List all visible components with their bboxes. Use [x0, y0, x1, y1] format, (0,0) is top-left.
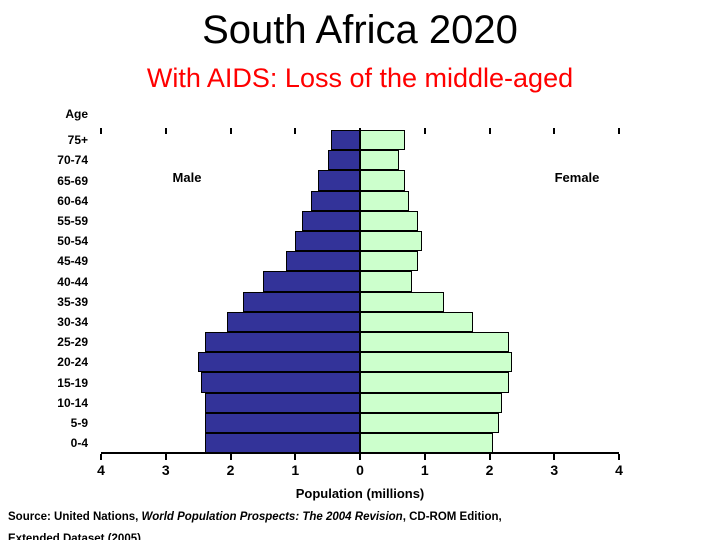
- age-axis-title: Age: [65, 107, 88, 121]
- x-axis-bottom-tick: [100, 454, 102, 461]
- female-bar: [360, 170, 406, 191]
- x-axis-top-tick: [100, 128, 102, 134]
- male-bar: [317, 170, 360, 191]
- age-tick-label: 60-64: [57, 193, 88, 208]
- source-citation: Source: United Nations, World Population…: [8, 511, 502, 523]
- age-tick-label: 50-54: [57, 234, 88, 249]
- chart-subtitle: With AIDS: Loss of the middle-aged: [146, 63, 574, 93]
- age-tick-label: 10-14: [57, 395, 88, 410]
- age-tick-label: 70-74: [57, 153, 88, 168]
- male-bar: [262, 271, 360, 292]
- age-tick-label: 20-24: [57, 355, 88, 370]
- x-axis-bottom-tick: [164, 454, 167, 461]
- age-tick-label: 35-39: [57, 294, 88, 309]
- male-bar: [227, 311, 360, 332]
- male-bar: [243, 291, 360, 312]
- age-tick-label: 40-44: [57, 274, 88, 289]
- male-bar: [311, 190, 360, 211]
- age-tick-label: 0-4: [70, 436, 88, 451]
- male-bar: [198, 352, 360, 373]
- female-bar: [360, 392, 503, 413]
- x-axis-bottom-tick: [423, 454, 426, 461]
- male-bar: [295, 231, 360, 252]
- x-axis-title: Population (millions): [295, 486, 425, 501]
- female-bar: [360, 433, 493, 454]
- x-axis-tick-label: 2: [226, 462, 235, 479]
- x-axis-bottom-tick: [488, 454, 491, 461]
- x-axis-top-tick: [618, 128, 620, 134]
- age-tick-label: 45-49: [57, 254, 88, 269]
- x-axis-tick-label: 3: [161, 462, 170, 479]
- x-axis-bottom-tick: [359, 454, 361, 461]
- female-bar: [360, 150, 399, 171]
- age-tick-label: 65-69: [57, 173, 88, 188]
- male-bar: [204, 433, 360, 454]
- female-bar: [360, 412, 500, 433]
- age-tick-label: 75+: [67, 133, 88, 148]
- x-axis-tick-label: 1: [291, 462, 300, 479]
- male-series-label: Male: [172, 170, 202, 185]
- age-tick-label: 55-59: [57, 213, 88, 228]
- x-axis-top-tick: [553, 128, 556, 134]
- male-bar: [204, 332, 360, 353]
- source-suffix: , CD-ROM Edition,: [402, 511, 502, 523]
- x-axis-top-tick: [229, 128, 232, 134]
- male-bar: [301, 210, 360, 231]
- age-tick-label: 15-19: [57, 375, 88, 390]
- female-series-label: Female: [554, 170, 600, 185]
- x-axis-tick-label: 4: [97, 462, 105, 479]
- x-axis-tick-label: 2: [485, 462, 494, 479]
- female-bar: [360, 210, 419, 231]
- male-bar: [204, 412, 360, 433]
- x-axis-bottom-tick: [618, 454, 620, 461]
- x-axis-bottom-tick: [229, 454, 232, 461]
- x-axis-tick-label: 4: [615, 462, 623, 479]
- source-prefix: Source: United Nations,: [8, 511, 142, 523]
- x-axis-top-tick: [488, 128, 491, 134]
- x-axis-top-tick: [359, 128, 361, 134]
- female-bar: [360, 332, 509, 353]
- x-axis-top-tick: [164, 128, 167, 134]
- male-bar: [285, 251, 360, 272]
- x-axis-tick-label: 1: [420, 462, 429, 479]
- female-bar: [360, 352, 513, 373]
- x-axis-line: [101, 452, 619, 454]
- age-tick-label: 30-34: [57, 314, 88, 329]
- x-axis-top-tick: [423, 128, 426, 134]
- female-bar: [360, 231, 422, 252]
- x-axis-tick-label: 0: [356, 462, 364, 479]
- source-citation-line2: Extended Dataset (2005): [8, 533, 141, 540]
- x-axis-bottom-tick: [294, 454, 297, 461]
- x-axis-bottom-tick: [553, 454, 556, 461]
- chart-title: South Africa 2020: [202, 8, 518, 52]
- male-bar: [204, 392, 360, 413]
- male-bar: [327, 150, 360, 171]
- female-bar: [360, 251, 419, 272]
- age-tick-label: 5-9: [70, 415, 88, 430]
- male-bar: [201, 372, 360, 393]
- female-bar: [360, 372, 509, 393]
- female-bar: [360, 291, 445, 312]
- female-bar: [360, 271, 412, 292]
- female-bar: [360, 130, 406, 151]
- x-axis-tick-label: 3: [550, 462, 559, 479]
- source-title-italic: World Population Prospects: The 2004 Rev…: [141, 511, 403, 523]
- male-bar: [330, 130, 360, 151]
- female-bar: [360, 190, 409, 211]
- age-tick-label: 25-29: [57, 335, 88, 350]
- female-bar: [360, 311, 474, 332]
- x-axis-top-tick: [294, 128, 297, 134]
